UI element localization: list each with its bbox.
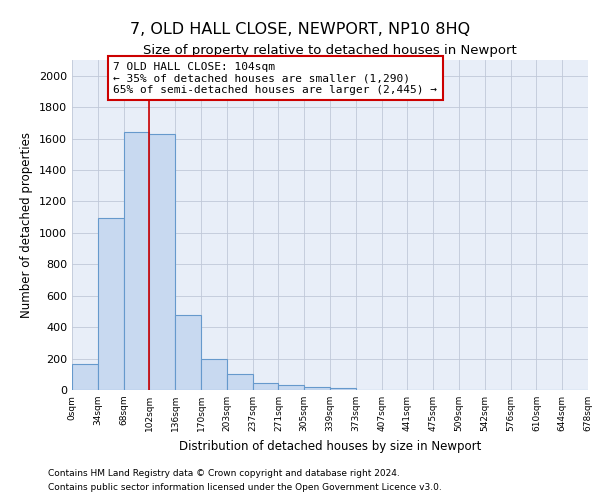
Bar [72,364,98,390]
Title: Size of property relative to detached houses in Newport: Size of property relative to detached ho… [143,44,517,58]
Bar [227,374,253,390]
Text: 7 OLD HALL CLOSE: 104sqm
← 35% of detached houses are smaller (1,290)
65% of sem: 7 OLD HALL CLOSE: 104sqm ← 35% of detach… [113,62,437,95]
Bar [98,218,124,390]
Bar [149,134,175,390]
Y-axis label: Number of detached properties: Number of detached properties [20,132,34,318]
Bar [330,388,356,390]
Bar [278,386,304,390]
Bar [201,358,227,390]
Text: 7, OLD HALL CLOSE, NEWPORT, NP10 8HQ: 7, OLD HALL CLOSE, NEWPORT, NP10 8HQ [130,22,470,38]
Bar [253,383,278,390]
Text: Contains HM Land Registry data © Crown copyright and database right 2024.: Contains HM Land Registry data © Crown c… [48,468,400,477]
X-axis label: Distribution of detached houses by size in Newport: Distribution of detached houses by size … [179,440,481,452]
Bar [175,314,201,390]
Bar [304,387,330,390]
Text: Contains public sector information licensed under the Open Government Licence v3: Contains public sector information licen… [48,484,442,492]
Bar [124,132,149,390]
